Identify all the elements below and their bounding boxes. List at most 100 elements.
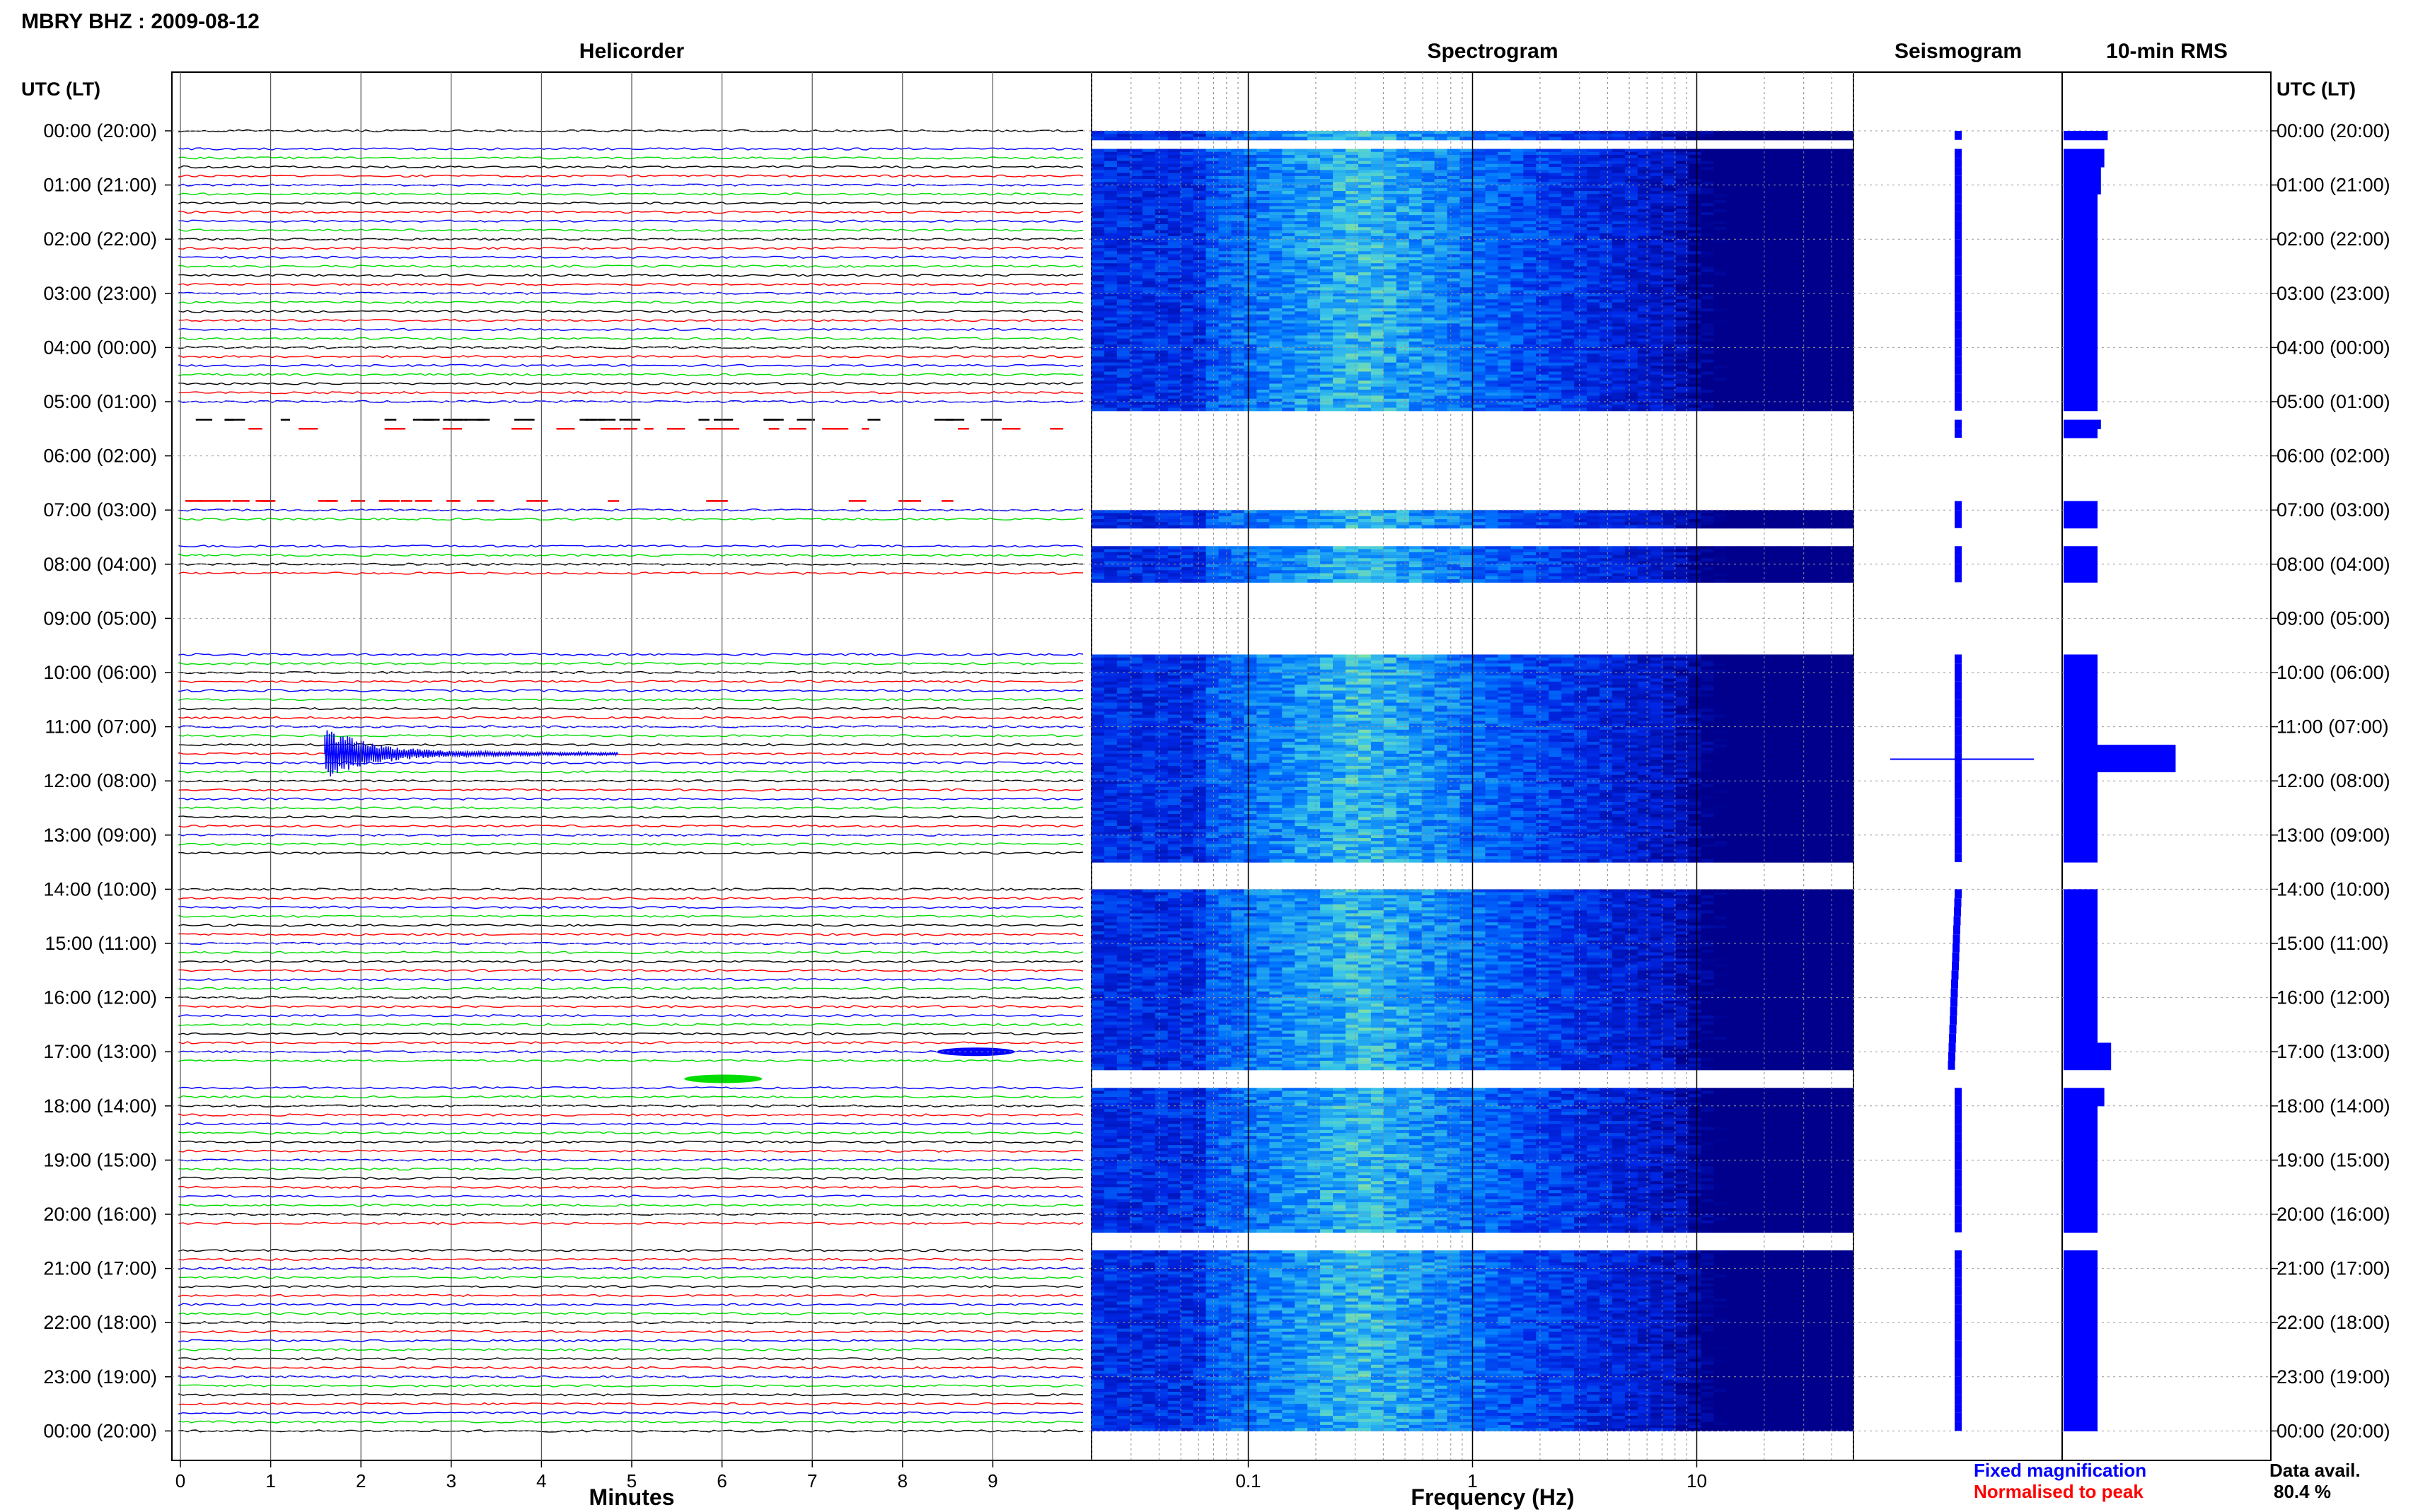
spectrogram-cell bbox=[1320, 194, 1334, 197]
spectrogram-cell bbox=[1256, 152, 1270, 156]
spectrogram-cell bbox=[1714, 215, 1728, 219]
spectrogram-cell bbox=[1460, 212, 1474, 216]
spectrogram-cell bbox=[1777, 306, 1791, 309]
spectrogram-cell bbox=[1523, 339, 1537, 342]
spectrogram-cell bbox=[1510, 164, 1524, 168]
spectrogram-cell bbox=[1790, 287, 1803, 291]
spectrogram-cell bbox=[1206, 354, 1220, 357]
spectrogram-cell bbox=[1422, 335, 1435, 339]
spectrogram-cell bbox=[1435, 383, 1448, 387]
spectrogram-cell bbox=[1168, 233, 1181, 237]
spectrogram-cell bbox=[1815, 257, 1829, 261]
spectrogram-cell bbox=[1117, 275, 1130, 279]
spectrogram-cell bbox=[1117, 311, 1130, 315]
spectrogram-cell bbox=[1701, 257, 1715, 261]
spectrogram-cell bbox=[1168, 275, 1181, 279]
spectrogram-cell bbox=[1701, 296, 1715, 300]
spectrogram-cell bbox=[1777, 327, 1791, 330]
spectrogram-cell bbox=[1473, 315, 1486, 318]
spectrogram-cell bbox=[1143, 347, 1156, 351]
spectrogram-cell bbox=[1485, 284, 1498, 288]
spectrogram-cell bbox=[1663, 236, 1677, 240]
spectrogram-cell bbox=[1764, 215, 1778, 219]
spectrogram-cell bbox=[1358, 263, 1372, 267]
spectrogram-cell bbox=[1409, 383, 1423, 387]
spectrogram-cell bbox=[1764, 188, 1778, 192]
spectrogram-cell bbox=[1269, 188, 1283, 192]
spectrogram-cell bbox=[1650, 158, 1664, 161]
spectrogram-cell bbox=[1320, 218, 1334, 221]
spectrogram-cell bbox=[1752, 287, 1765, 291]
spectrogram-cell bbox=[1155, 137, 1169, 141]
spectrogram-cell bbox=[1841, 260, 1854, 264]
spectrogram-cell bbox=[1244, 296, 1257, 300]
spectrogram-cell bbox=[1447, 284, 1461, 288]
spectrogram-cell bbox=[1561, 281, 1575, 285]
spectrogram-cell bbox=[1117, 206, 1130, 209]
spectrogram-cell bbox=[1523, 254, 1537, 257]
spectrogram-cell bbox=[1244, 233, 1257, 237]
spectrogram-cell bbox=[1803, 200, 1816, 204]
spectrogram-cell bbox=[1320, 363, 1334, 366]
spectrogram-cell bbox=[1815, 363, 1829, 366]
spectrogram-cell bbox=[1815, 293, 1829, 297]
spectrogram-cell bbox=[1193, 239, 1207, 243]
spectrogram-cell bbox=[1307, 152, 1321, 156]
spectrogram-cell bbox=[1473, 170, 1486, 173]
spectrogram-cell bbox=[1219, 203, 1232, 207]
spectrogram-cell bbox=[1600, 327, 1613, 330]
spectrogram-cell bbox=[1256, 375, 1270, 378]
spectrogram-cell bbox=[1256, 363, 1270, 366]
spectrogram-cell bbox=[1498, 287, 1511, 291]
spectrogram-cell bbox=[1689, 137, 1702, 141]
spectrogram-cell bbox=[1663, 366, 1677, 369]
spectrogram-cell bbox=[1752, 368, 1765, 372]
spectrogram-cell bbox=[1346, 354, 1359, 357]
spectrogram-cell bbox=[1498, 242, 1511, 245]
spectrogram-cell bbox=[1358, 188, 1372, 192]
spectrogram-cell bbox=[1193, 248, 1207, 252]
spectrogram-cell bbox=[1244, 263, 1257, 267]
spectrogram-cell bbox=[1777, 287, 1791, 291]
spectrogram-cell bbox=[1409, 194, 1423, 197]
spectrogram-cell bbox=[1498, 311, 1511, 315]
spectrogram-cell bbox=[1790, 260, 1803, 264]
spectrogram-cell bbox=[1117, 254, 1130, 257]
spectrogram-cell bbox=[1447, 354, 1461, 357]
spectrogram-cell bbox=[1206, 230, 1220, 233]
spectrogram-cell bbox=[1473, 248, 1486, 252]
spectrogram-cell bbox=[1638, 342, 1651, 345]
spectrogram-cell bbox=[1638, 194, 1651, 197]
spectrogram-cell bbox=[1371, 173, 1384, 177]
spectrogram-cell bbox=[1714, 311, 1728, 315]
spectrogram-cell bbox=[1510, 188, 1524, 192]
spectrogram-cell bbox=[1282, 279, 1295, 282]
spectrogram-cell bbox=[1790, 233, 1803, 237]
spectrogram-cell bbox=[1536, 242, 1549, 245]
spectrogram-cell bbox=[1130, 164, 1143, 168]
spectrogram-cell bbox=[1650, 152, 1664, 156]
spectrogram-cell bbox=[1625, 179, 1638, 182]
spectrogram-cell bbox=[1384, 296, 1397, 300]
spectrogram-cell bbox=[1638, 209, 1651, 213]
spectrogram-cell bbox=[1307, 293, 1321, 297]
spectrogram-cell bbox=[1143, 224, 1156, 228]
spectrogram-cell bbox=[1206, 356, 1220, 360]
spectrogram-cell bbox=[1764, 371, 1778, 375]
spectrogram-cell bbox=[1549, 170, 1562, 173]
spectrogram-cell bbox=[1752, 272, 1765, 276]
spectrogram-cell bbox=[1256, 224, 1270, 228]
spectrogram-cell bbox=[1206, 272, 1220, 276]
spectrogram-cell bbox=[1549, 354, 1562, 357]
spectrogram-cell bbox=[1409, 347, 1423, 351]
spectrogram-cell bbox=[1536, 239, 1549, 243]
spectrogram-cell bbox=[1752, 152, 1765, 156]
spectrogram-cell bbox=[1320, 152, 1334, 156]
spectrogram-cell bbox=[1219, 323, 1232, 327]
spectrogram-cell bbox=[1663, 387, 1677, 390]
spectrogram-cell bbox=[1803, 311, 1816, 315]
spectrogram-cell bbox=[1155, 354, 1169, 357]
spectrogram-cell bbox=[1358, 176, 1372, 180]
spectrogram-cell bbox=[1447, 155, 1461, 158]
spectrogram-cell bbox=[1346, 287, 1359, 291]
